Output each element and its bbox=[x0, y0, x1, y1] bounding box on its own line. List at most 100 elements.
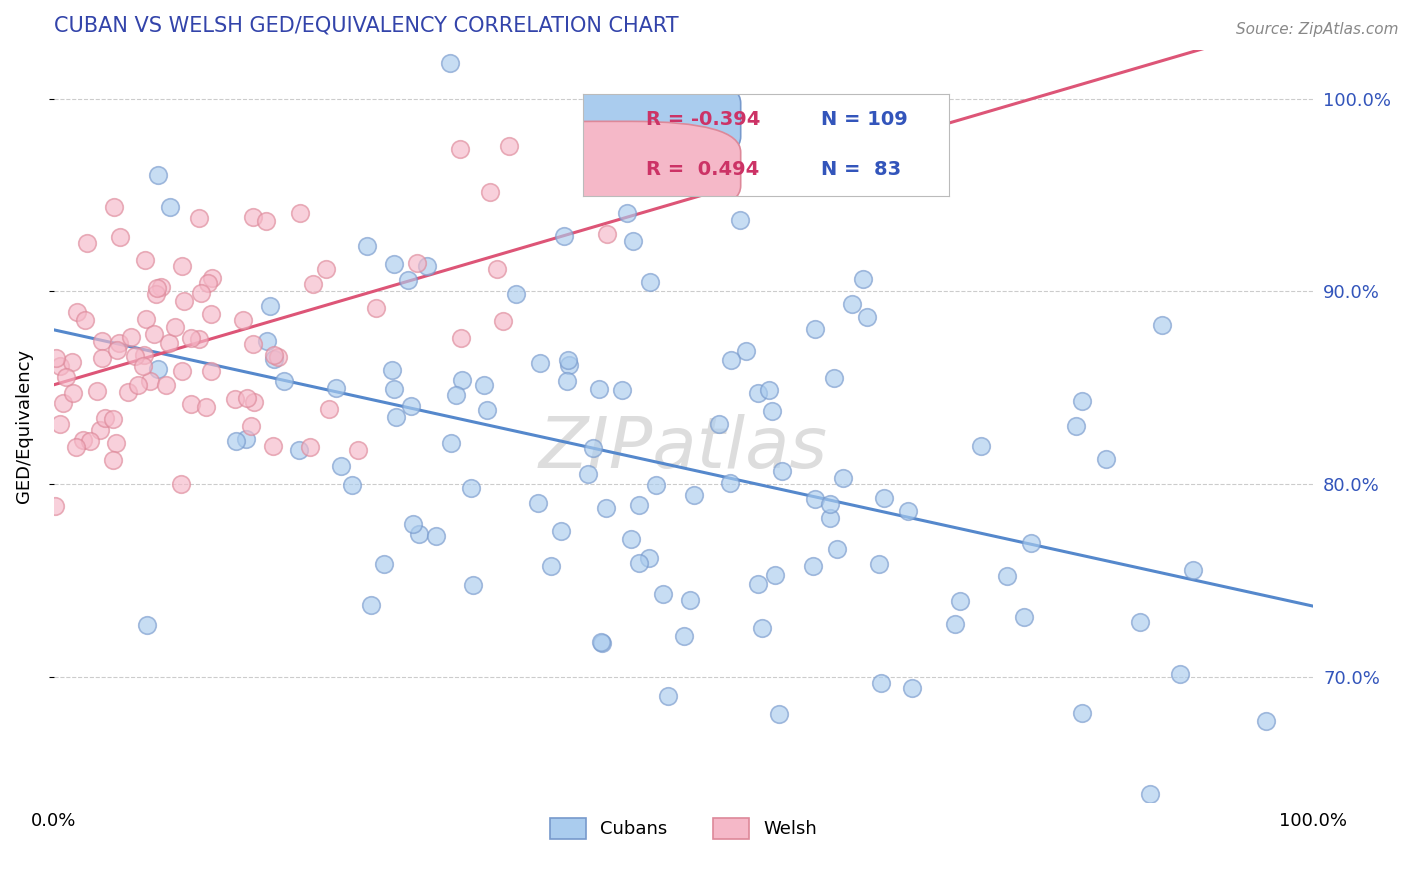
Text: R =  0.494: R = 0.494 bbox=[645, 160, 759, 178]
Point bbox=[425, 529, 447, 543]
Point bbox=[200, 364, 222, 378]
Point bbox=[157, 335, 180, 350]
Point bbox=[340, 478, 363, 492]
Point bbox=[382, 383, 405, 397]
Point bbox=[135, 311, 157, 326]
Point bbox=[558, 359, 581, 373]
Point bbox=[201, 270, 224, 285]
Point bbox=[366, 301, 388, 316]
Point bbox=[299, 441, 322, 455]
Point bbox=[526, 496, 548, 510]
Point bbox=[557, 353, 579, 368]
Point bbox=[768, 707, 790, 722]
Point bbox=[273, 374, 295, 388]
Point bbox=[136, 618, 159, 632]
Point bbox=[103, 201, 125, 215]
Point bbox=[262, 439, 284, 453]
Point bbox=[529, 356, 551, 370]
Point bbox=[105, 435, 128, 450]
Point bbox=[651, 586, 673, 600]
Point bbox=[450, 331, 472, 345]
Point bbox=[263, 348, 285, 362]
Point bbox=[288, 205, 311, 219]
Text: N =  83: N = 83 bbox=[821, 160, 901, 178]
Point bbox=[120, 330, 142, 344]
Point bbox=[440, 435, 463, 450]
Point bbox=[256, 334, 278, 348]
Point bbox=[356, 238, 378, 252]
Point bbox=[101, 452, 124, 467]
Point bbox=[146, 281, 169, 295]
Point bbox=[44, 499, 66, 513]
Point bbox=[770, 464, 793, 478]
Point bbox=[48, 359, 70, 373]
Point bbox=[582, 441, 605, 455]
Point bbox=[91, 351, 114, 365]
Point bbox=[134, 252, 156, 267]
Point bbox=[72, 434, 94, 448]
Y-axis label: GED/Equivalency: GED/Equivalency bbox=[15, 350, 32, 503]
Point bbox=[475, 403, 498, 417]
Point bbox=[900, 681, 922, 695]
Point bbox=[194, 401, 217, 415]
Point bbox=[763, 568, 786, 582]
Point bbox=[820, 510, 842, 524]
Point bbox=[62, 386, 84, 401]
Point bbox=[460, 481, 482, 495]
Point bbox=[110, 230, 132, 244]
Point bbox=[187, 332, 209, 346]
Point bbox=[758, 383, 780, 397]
Point bbox=[170, 259, 193, 273]
Point bbox=[735, 344, 758, 359]
Point bbox=[180, 397, 202, 411]
Point bbox=[235, 432, 257, 446]
Point bbox=[94, 410, 117, 425]
Point bbox=[709, 417, 731, 431]
Point bbox=[200, 307, 222, 321]
Point bbox=[163, 319, 186, 334]
Point bbox=[243, 395, 266, 409]
Point bbox=[479, 185, 502, 199]
Point bbox=[1071, 706, 1094, 720]
Point bbox=[1168, 667, 1191, 681]
Point bbox=[124, 349, 146, 363]
Point bbox=[170, 364, 193, 378]
Point bbox=[1254, 714, 1277, 728]
Point bbox=[492, 314, 515, 328]
Point bbox=[188, 211, 211, 225]
Point bbox=[995, 569, 1018, 583]
Text: N = 109: N = 109 bbox=[821, 111, 908, 129]
Point bbox=[155, 377, 177, 392]
Point bbox=[673, 629, 696, 643]
Point bbox=[505, 286, 527, 301]
Point bbox=[591, 636, 613, 650]
Point bbox=[870, 676, 893, 690]
Point bbox=[91, 334, 114, 348]
Point bbox=[402, 516, 425, 531]
Point bbox=[381, 363, 404, 377]
Point bbox=[76, 235, 98, 250]
Point bbox=[832, 471, 855, 485]
Point bbox=[446, 388, 468, 402]
Point bbox=[52, 395, 75, 409]
Point bbox=[190, 286, 212, 301]
Point bbox=[89, 423, 111, 437]
Point bbox=[472, 378, 495, 392]
Point bbox=[596, 227, 619, 241]
Point bbox=[553, 229, 575, 244]
Point bbox=[852, 272, 875, 286]
Point bbox=[498, 138, 520, 153]
Point bbox=[65, 440, 87, 454]
Point bbox=[1129, 615, 1152, 629]
Point bbox=[108, 335, 131, 350]
Point bbox=[665, 160, 688, 174]
Point bbox=[406, 256, 429, 270]
Point bbox=[254, 214, 277, 228]
Point bbox=[1012, 609, 1035, 624]
Point bbox=[728, 212, 751, 227]
Point bbox=[682, 488, 704, 502]
Point bbox=[373, 557, 395, 571]
Point bbox=[640, 275, 662, 289]
Point bbox=[45, 351, 67, 366]
Point bbox=[720, 475, 742, 490]
